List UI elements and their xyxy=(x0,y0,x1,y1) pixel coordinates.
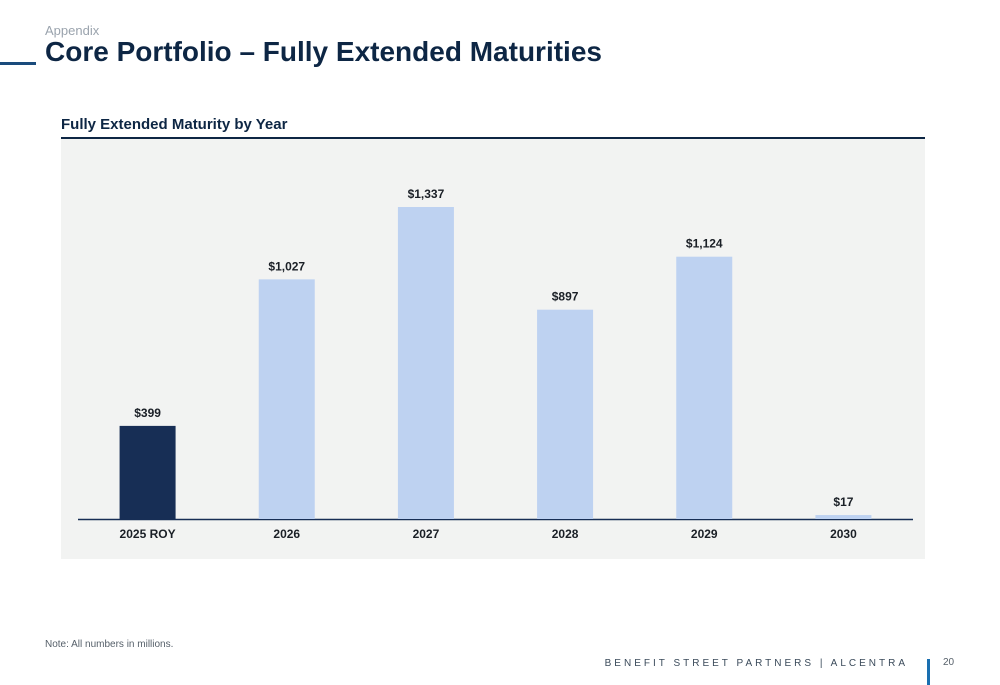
data-label: $1,337 xyxy=(408,187,445,201)
data-label: $1,124 xyxy=(686,237,723,251)
maturity-bar-chart: $399 2025 ROY $1,027 2026 $1,337 2027 $897 2028… xyxy=(78,187,913,541)
data-label: $1,027 xyxy=(268,259,305,273)
bar-2026 xyxy=(258,279,315,519)
page-number: 20 xyxy=(943,657,955,668)
footer-accent-bar xyxy=(927,659,930,685)
x-tick-label: 2026 xyxy=(273,527,300,541)
x-tick-label: 2028 xyxy=(552,527,579,541)
chart-panel: $399 2025 ROY $1,027 2026 $1,337 2027 $897 2028… xyxy=(61,139,925,559)
page-title: Core Portfolio – Fully Extended Maturiti… xyxy=(45,36,602,67)
x-tick-label: 2025 ROY xyxy=(120,527,176,541)
data-label: $17 xyxy=(833,495,853,509)
bar-2025-roy xyxy=(119,425,176,519)
bar-2027 xyxy=(397,207,454,519)
section-label: Appendix xyxy=(45,23,100,38)
footer-brand: BENEFIT STREET PARTNERS | ALCENTRA xyxy=(604,658,908,669)
data-label: $399 xyxy=(134,406,161,420)
x-tick-label: 2027 xyxy=(413,527,440,541)
chart-heading-rule xyxy=(61,137,925,139)
data-label: $897 xyxy=(552,290,579,304)
bar-2030 xyxy=(815,515,872,519)
x-tick-label: 2030 xyxy=(830,527,857,541)
chart-heading: Fully Extended Maturity by Year xyxy=(61,116,288,133)
footnote: Note: All numbers in millions. xyxy=(45,639,174,650)
bar-2028 xyxy=(537,309,594,519)
x-tick-label: 2029 xyxy=(691,527,718,541)
title-accent-bar xyxy=(0,62,36,65)
bar-2029 xyxy=(676,256,733,519)
